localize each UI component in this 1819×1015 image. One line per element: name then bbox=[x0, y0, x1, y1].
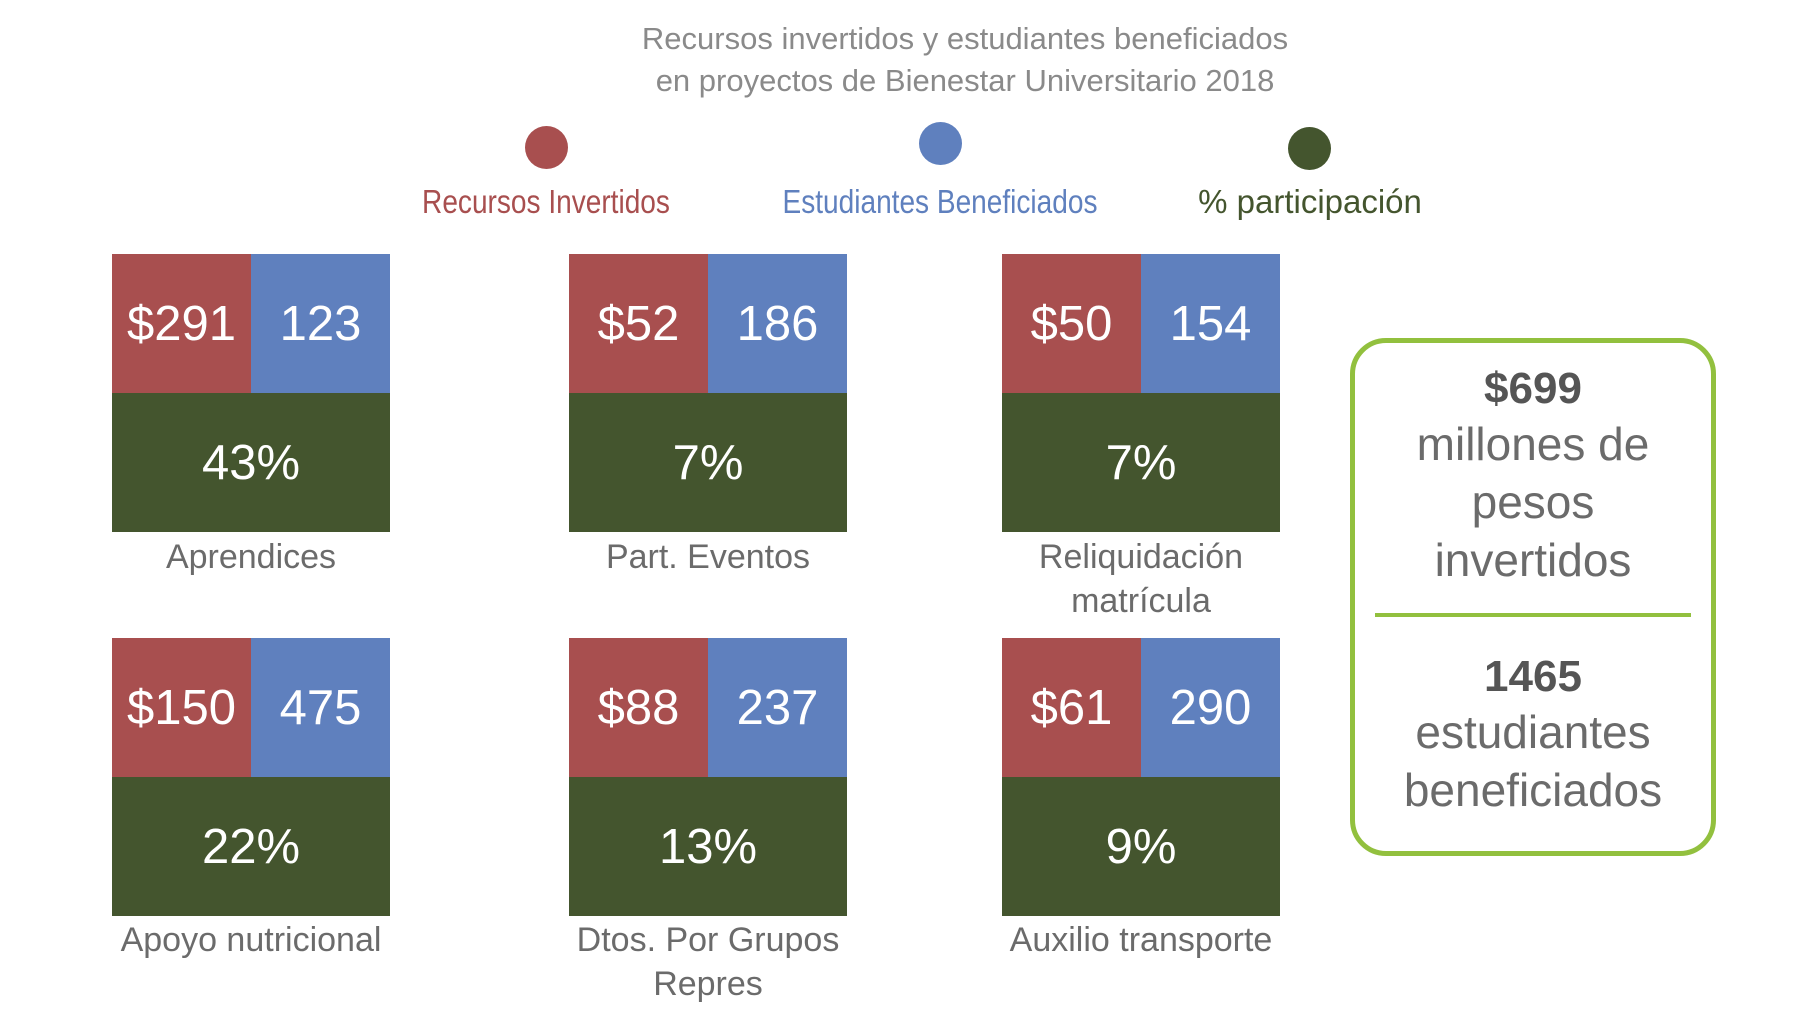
chart-title-line2: en proyectos de Bienestar Universitario … bbox=[655, 63, 1275, 98]
legend-label-recursos: Recursos Invertidos bbox=[422, 183, 670, 220]
summary-estudiantes-line1: estudiantes bbox=[1415, 706, 1651, 758]
participacion-value: 7% bbox=[1002, 393, 1280, 532]
tile-dtos-grupos: $88 237 13% bbox=[569, 638, 847, 916]
tile-label-dtos-grupos: Dtos. Por Grupos Repres bbox=[576, 921, 840, 1003]
tile-label-apoyo-nutricional: Apoyo nutricional bbox=[120, 921, 382, 959]
summary-total-estudiantes: 1465 bbox=[1484, 652, 1582, 701]
tile-label-auxilio-transporte: Auxilio transporte bbox=[1009, 921, 1273, 959]
participacion-value: 7% bbox=[569, 393, 847, 532]
summary-box: $699 millones de pesos invertidos 1465 e… bbox=[1350, 338, 1716, 856]
tile-aprendices: $291 123 43% bbox=[112, 254, 390, 532]
estudiantes-value: 475 bbox=[251, 638, 390, 777]
summary-divider bbox=[1375, 613, 1691, 617]
participacion-value: 9% bbox=[1002, 777, 1280, 916]
chart-title-line1: Recursos invertidos y estudiantes benefi… bbox=[641, 21, 1289, 56]
recursos-value: $150 bbox=[112, 638, 251, 777]
legend-dot-recursos bbox=[525, 126, 568, 169]
legend-dot-estudiantes bbox=[919, 122, 962, 165]
tile-label-reliquidacion: Reliquidación matrícula bbox=[1038, 538, 1244, 620]
summary-recursos-line1: millones de bbox=[1416, 418, 1650, 470]
chart-title: Recursos invertidos y estudiantes benefi… bbox=[0, 18, 1819, 102]
participacion-value: 13% bbox=[569, 777, 847, 916]
participacion-value: 43% bbox=[112, 393, 390, 532]
recursos-value: $88 bbox=[569, 638, 708, 777]
estudiantes-value: 154 bbox=[1141, 254, 1280, 393]
summary-total-recursos: $699 bbox=[1484, 364, 1582, 413]
summary-estudiantes-line2: beneficiados bbox=[1403, 764, 1663, 816]
tile-auxilio-transporte: $61 290 9% bbox=[1002, 638, 1280, 916]
legend-dot-participacion bbox=[1288, 127, 1331, 170]
legend-label-participacion: % participación bbox=[1198, 183, 1422, 220]
recursos-value: $50 bbox=[1002, 254, 1141, 393]
tile-label-part-eventos: Part. Eventos bbox=[605, 538, 811, 576]
tile-apoyo-nutricional: $150 475 22% bbox=[112, 638, 390, 916]
estudiantes-value: 237 bbox=[708, 638, 847, 777]
summary-recursos-line2: pesos bbox=[1471, 476, 1595, 528]
summary-recursos-line3: invertidos bbox=[1434, 534, 1632, 586]
legend-label-estudiantes: Estudiantes Beneficiados bbox=[782, 183, 1098, 220]
estudiantes-value: 123 bbox=[251, 254, 390, 393]
recursos-value: $52 bbox=[569, 254, 708, 393]
tile-part-eventos: $52 186 7% bbox=[569, 254, 847, 532]
participacion-value: 22% bbox=[112, 777, 390, 916]
recursos-value: $61 bbox=[1002, 638, 1141, 777]
estudiantes-value: 290 bbox=[1141, 638, 1280, 777]
recursos-value: $291 bbox=[112, 254, 251, 393]
estudiantes-value: 186 bbox=[708, 254, 847, 393]
tile-reliquidacion: $50 154 7% bbox=[1002, 254, 1280, 532]
tile-label-aprendices: Aprendices bbox=[165, 538, 337, 576]
